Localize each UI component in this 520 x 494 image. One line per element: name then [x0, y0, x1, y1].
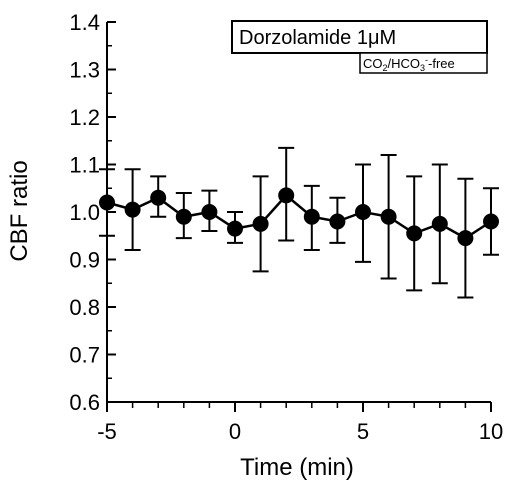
y-axis-title: CBF ratio: [6, 160, 33, 261]
legend-subbox: [359, 52, 488, 74]
data-point: [252, 215, 269, 232]
data-point: [380, 208, 397, 225]
x-tick-label: 5: [357, 419, 369, 444]
series-line: [106, 193, 492, 240]
x-tick-label: 10: [479, 419, 503, 444]
data-point: [431, 215, 448, 232]
data-point: [355, 204, 371, 220]
y-tick-label: 1.4: [69, 10, 100, 35]
axes: 0.6 0.7 0.8 0.9 1.0 1.1 1.2 1.3 1.4 -5 0 5 10: [69, 10, 503, 444]
x-axis-title: Time (min): [240, 454, 354, 481]
data-point: [227, 220, 243, 237]
y-tick-label: 0.9: [69, 248, 100, 273]
y-tick-label: 1.1: [69, 153, 100, 178]
y-tick-label: 0.7: [69, 343, 100, 368]
y-tick-label: 1.3: [69, 58, 100, 83]
data-point: [457, 230, 474, 247]
data-point: [483, 213, 499, 230]
data-point: [278, 187, 295, 204]
data-point: [150, 189, 167, 206]
y-tick-label: 1.2: [69, 105, 100, 130]
data-point: [303, 208, 320, 225]
legend-subtitle: CO2/HCO3--free: [363, 55, 455, 73]
data-point: [406, 225, 423, 242]
x-tick-label: 0: [229, 419, 241, 444]
y-tick-label: 1.0: [69, 200, 100, 225]
y-tick-label: 0.8: [69, 295, 100, 320]
data-series: [99, 146, 499, 299]
data-point: [99, 194, 115, 211]
data-point: [175, 208, 192, 225]
data-point: [201, 204, 218, 220]
legend: Dorzolamide 1μM CO2/HCO3--free: [231, 20, 488, 74]
legend-title: Dorzolamide 1μM: [239, 27, 396, 49]
x-tick-label: -5: [97, 419, 117, 444]
y-tick-label: 0.6: [69, 390, 100, 415]
data-point: [329, 213, 346, 230]
data-point: [124, 201, 141, 218]
